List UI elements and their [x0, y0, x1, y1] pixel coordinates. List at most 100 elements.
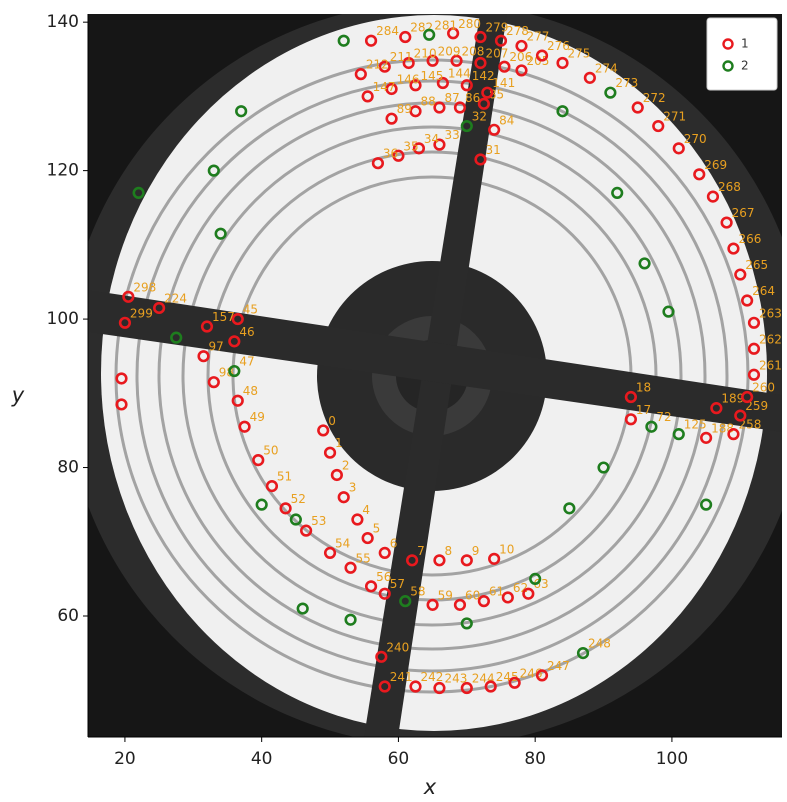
point-label: 72: [656, 410, 671, 424]
point: [727, 428, 740, 441]
point: [488, 552, 501, 565]
point: [122, 290, 135, 303]
x-tick-label: 80: [524, 749, 546, 769]
point-label: 46: [239, 325, 254, 339]
point-label: 206: [509, 50, 532, 64]
point: [426, 54, 439, 67]
point: [231, 312, 244, 326]
point-label: 207: [485, 46, 508, 60]
point-label: 262: [759, 332, 782, 346]
point: [529, 572, 542, 585]
point-label: 146: [397, 72, 420, 86]
point: [300, 524, 313, 537]
point: [700, 498, 713, 511]
point: [436, 76, 449, 90]
legend-box: [706, 17, 778, 91]
point: [252, 454, 265, 467]
point-label: 58: [410, 585, 425, 599]
point-label: 10: [499, 542, 514, 556]
point: [385, 112, 398, 125]
point-label: 35: [403, 139, 418, 153]
point-label: 6: [390, 536, 398, 550]
point: [409, 105, 422, 118]
point: [522, 587, 535, 600]
point: [197, 350, 210, 363]
y-tick-label: 140: [47, 12, 79, 32]
point-label: 224: [164, 291, 187, 305]
point: [747, 368, 761, 381]
point-label: 260: [752, 381, 775, 395]
point: [631, 101, 644, 114]
point-label: 3: [349, 481, 357, 495]
point: [576, 647, 590, 660]
point: [460, 79, 473, 92]
point: [693, 168, 706, 181]
x-tick-label: 100: [656, 749, 688, 769]
point-label: 245: [496, 670, 519, 684]
point-label: 241: [390, 670, 413, 684]
point-label: 271: [663, 110, 686, 124]
point: [392, 149, 405, 162]
point: [265, 480, 279, 493]
point-label: 125: [684, 418, 707, 432]
point: [170, 331, 183, 344]
point-label: 86: [465, 91, 480, 105]
point: [402, 56, 415, 70]
point-label: 298: [133, 280, 156, 294]
point-label: 264: [752, 284, 775, 298]
point: [672, 428, 685, 441]
point: [460, 554, 473, 567]
y-axis-label: y: [11, 383, 25, 407]
point: [405, 554, 419, 567]
point-label: 54: [335, 536, 350, 550]
point-label: 263: [759, 306, 782, 320]
point: [207, 164, 220, 177]
point: [231, 394, 244, 407]
point-label: 244: [472, 672, 495, 686]
point-label: 45: [243, 303, 258, 317]
point-label: 144: [448, 67, 471, 81]
point: [734, 409, 747, 422]
point: [426, 598, 439, 611]
point: [498, 60, 511, 73]
point-label: 258: [738, 418, 761, 432]
point: [364, 34, 378, 47]
point: [477, 97, 490, 110]
point-label: 272: [643, 91, 666, 105]
point-label: 208: [462, 44, 485, 58]
point-label: 282: [410, 21, 433, 35]
point: [214, 227, 227, 240]
point-label: 247: [547, 659, 570, 673]
point: [115, 372, 128, 385]
point-label: 33: [444, 128, 459, 142]
point: [378, 587, 391, 600]
point-label: 189: [721, 392, 744, 406]
point: [453, 101, 467, 114]
point: [611, 186, 624, 199]
point: [474, 153, 487, 166]
point: [447, 27, 460, 40]
point: [706, 190, 720, 203]
point-label: 157: [212, 310, 235, 324]
point: [460, 617, 473, 630]
point: [378, 546, 391, 560]
point: [433, 138, 446, 151]
point-label: 259: [745, 399, 768, 413]
point: [317, 424, 330, 437]
point-label: 31: [485, 143, 500, 157]
y-tick-label: 60: [57, 606, 79, 626]
point: [296, 602, 309, 615]
point: [323, 446, 337, 459]
point: [153, 301, 166, 315]
point: [652, 119, 665, 133]
x-tick-label: 20: [114, 749, 136, 769]
point-label: 141: [492, 76, 515, 90]
point: [371, 157, 385, 170]
point-label: 34: [424, 132, 439, 146]
legend-label: 2: [741, 59, 749, 73]
point-label: 267: [732, 206, 755, 220]
point-label: 277: [526, 29, 549, 43]
point-label: 278: [506, 24, 529, 38]
point-label: 9: [472, 544, 480, 558]
